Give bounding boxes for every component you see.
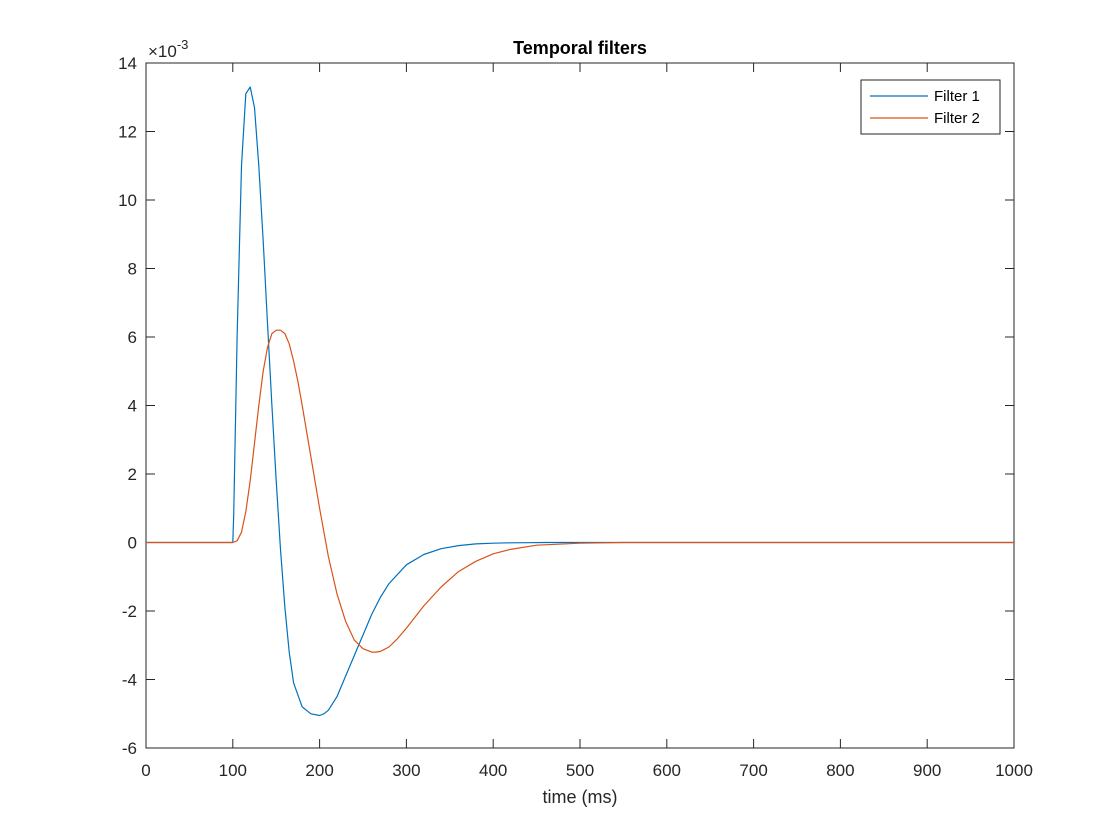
y-exponent-power: -3 [177, 37, 189, 52]
x-tick-label: 900 [913, 761, 941, 780]
y-tick-label: 8 [128, 260, 137, 279]
legend-label-filter-1: Filter 1 [934, 88, 980, 105]
x-tick-label: 0 [141, 761, 150, 780]
x-tick-label: 1000 [995, 761, 1033, 780]
y-tick-label: 10 [118, 191, 137, 210]
x-axis-label: time (ms) [543, 787, 618, 807]
legend-label-filter-2: Filter 2 [934, 110, 980, 127]
y-tick-label: 2 [128, 465, 137, 484]
ticks-layer: 0 100 200 300 400 500 600 700 800 900 1000 -6 -4 -2 0 2… [118, 54, 1033, 780]
y-tick-label: 0 [128, 534, 137, 553]
y-tick-label: 6 [128, 328, 137, 347]
series-line-filter-1 [146, 86, 1014, 717]
series-layer [146, 86, 1014, 717]
x-tick-label: 400 [479, 761, 507, 780]
plot-area [145, 62, 1015, 749]
x-tick-label: 100 [219, 761, 247, 780]
legend-box [860, 79, 1001, 135]
x-tick-label: 300 [392, 761, 420, 780]
y-tick-label: -2 [122, 602, 137, 621]
x-tick-label: 800 [826, 761, 854, 780]
y-tick-label: -6 [122, 739, 137, 758]
y-exponent-label: ×10-3 [148, 37, 188, 61]
y-exponent-base: ×10 [148, 42, 177, 61]
y-tick-label: -4 [122, 671, 137, 690]
y-tick-label: 14 [118, 54, 137, 73]
x-tick-label: 500 [566, 761, 594, 780]
x-tick-label: 600 [653, 761, 681, 780]
x-tick-label: 200 [305, 761, 333, 780]
series-line-filter-2 [146, 329, 1014, 653]
chart-title: Temporal filters [513, 38, 647, 58]
legend: Filter 1 Filter 2 [860, 79, 1001, 135]
y-tick-label: 12 [118, 123, 137, 142]
y-tick-label: 4 [128, 397, 137, 416]
x-tick-label: 700 [739, 761, 767, 780]
